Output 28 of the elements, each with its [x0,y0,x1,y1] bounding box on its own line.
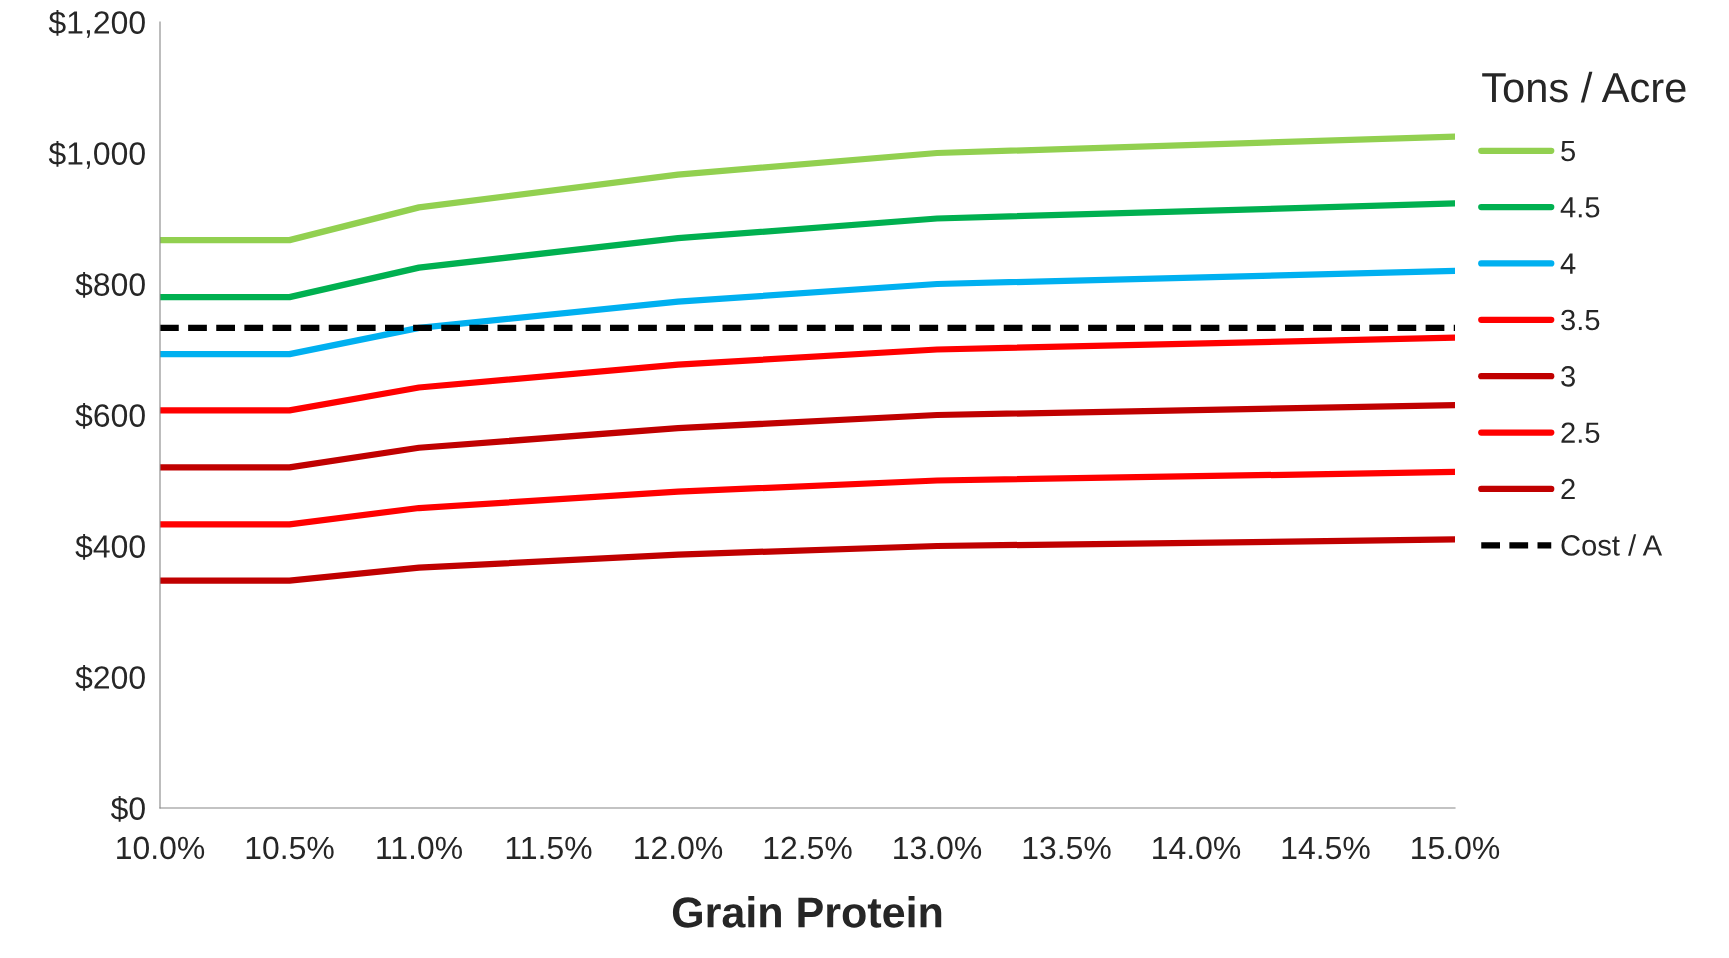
y-tick-label: $1,000 [48,140,145,169]
legend-label: 3.5 [1561,309,1600,331]
legend-label: 3 [1561,366,1575,387]
legend-label: 4 [1560,253,1576,274]
x-tick-label: 10.0% [117,836,205,860]
x-tick-label: 14.5% [1282,836,1370,860]
legend-label: 4.5 [1560,197,1600,218]
legend-label: 2 [1561,478,1575,500]
legend-label: 2.5 [1561,422,1600,444]
y-tick-label: $0 [110,795,145,822]
y-tick-label: $200 [75,664,145,691]
x-tick-label: 13.0% [894,836,982,860]
y-tick-label: $600 [75,402,145,429]
x-tick-label: 12.0% [635,836,723,860]
x-tick-label: 10.5% [246,836,334,860]
legend-label: Cost / A [1561,534,1663,556]
y-tick-label: $1,200 [48,9,145,38]
x-tick-label: 12.5% [764,836,852,860]
x-tick-label: 15.0% [1412,836,1500,860]
x-tick-label: 14.0% [1153,836,1241,860]
y-tick-label: $400 [75,533,145,560]
legend-title: Tons / Acre [1482,71,1686,103]
y-tick-label: $800 [75,271,145,298]
x-axis-title: Grain Protein [672,896,942,928]
x-tick-label: 11.0% [377,836,462,860]
legend-label: 5 [1561,140,1575,162]
x-tick-label: 11.5% [506,836,592,860]
x-tick-label: 13.5% [1023,836,1111,860]
